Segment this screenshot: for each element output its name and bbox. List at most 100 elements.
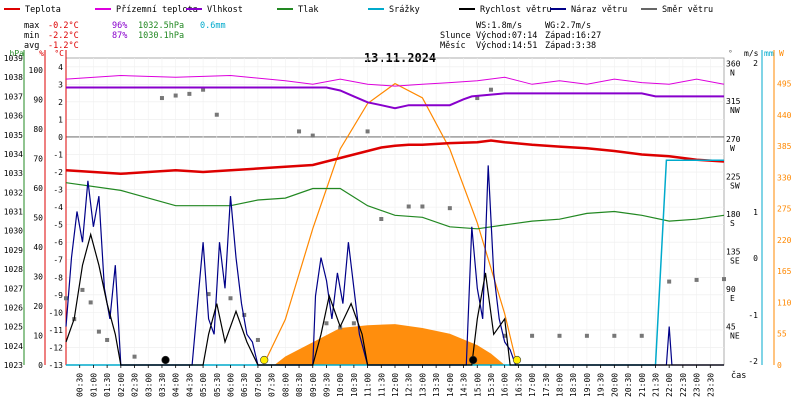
wm2-tick: 110 bbox=[777, 298, 792, 307]
x-tick-label: 09:00 bbox=[309, 373, 318, 397]
x-tick-label: 11:00 bbox=[364, 373, 373, 397]
x-tick-label: 23:00 bbox=[693, 373, 702, 397]
marker-moonrise bbox=[469, 355, 478, 365]
wind-direction-point bbox=[88, 300, 93, 305]
wm2-tick: 220 bbox=[777, 236, 792, 245]
wind-direction-point bbox=[159, 96, 164, 101]
x-tick-label: 16:00 bbox=[501, 373, 510, 397]
legend-label-5: Rychlost větru bbox=[480, 5, 552, 15]
wm2-tick: 275 bbox=[777, 205, 792, 214]
wind-direction-point bbox=[447, 206, 452, 211]
legend-label-4: Srážky bbox=[389, 5, 420, 15]
stat-avg-label: avg bbox=[24, 41, 39, 51]
x-tick-label: 02:00 bbox=[117, 373, 126, 397]
x-axis: 00:30 01:00 01:30 02:00 02:30 03:00 03:30 04:00… bbox=[76, 365, 715, 397]
wm2-tick: 440 bbox=[777, 111, 792, 120]
wind-direction-point bbox=[255, 337, 260, 342]
wind-direction-point bbox=[530, 333, 535, 338]
degc-axis-label: °C bbox=[54, 49, 64, 58]
x-tick-label: 10:30 bbox=[350, 373, 359, 397]
degc-tick: -13 bbox=[49, 361, 64, 370]
stat-ws: WS:1.8m/s bbox=[476, 21, 522, 31]
pct-tick: 0 bbox=[38, 361, 43, 370]
wind-direction-point bbox=[201, 87, 206, 92]
x-tick-label: 14:30 bbox=[460, 373, 469, 397]
hpa-tick: 1038 bbox=[4, 73, 23, 82]
legend-label-7: Směr větru bbox=[662, 5, 713, 15]
dir-compass-tick: SE bbox=[730, 256, 740, 265]
hpa-tick: 1036 bbox=[4, 112, 23, 121]
x-tick-label: 16:30 bbox=[514, 373, 523, 397]
legend-label-6: Náraz větru bbox=[571, 5, 627, 15]
stat-sunset: Západ:16:27 bbox=[545, 31, 601, 41]
pct-axis-label: % bbox=[39, 49, 44, 58]
wind-direction-point bbox=[96, 329, 101, 334]
wind-direction-point bbox=[324, 321, 329, 326]
pct-tick: 20 bbox=[33, 302, 43, 311]
degc-tick: -10 bbox=[49, 308, 64, 317]
degc-tick: 1 bbox=[58, 115, 63, 124]
hpa-tick: 1031 bbox=[4, 208, 23, 217]
dir-tick: 45 bbox=[726, 322, 736, 331]
wind-direction-point bbox=[406, 204, 411, 209]
hpa-axis-label: hPa bbox=[10, 49, 25, 58]
dir-compass-tick: NE bbox=[730, 331, 740, 340]
x-tick-label: 12:00 bbox=[391, 373, 400, 397]
stat-precip: 0.6mm bbox=[200, 21, 226, 31]
dir-compass-tick: NW bbox=[730, 106, 740, 115]
x-tick-label: 09:30 bbox=[322, 373, 331, 397]
dir-tick: 360 bbox=[726, 60, 741, 69]
ground-temperature-line bbox=[65, 74, 725, 87]
dir-compass-tick: S bbox=[730, 219, 735, 228]
wm2-tick: 165 bbox=[777, 267, 792, 276]
wm2-tick: 495 bbox=[777, 80, 792, 89]
stat-wg: WG:2.7m/s bbox=[545, 21, 591, 31]
hpa-tick: 1029 bbox=[4, 246, 23, 255]
degc-tick: -5 bbox=[53, 221, 63, 230]
stat-min-label: min bbox=[24, 31, 39, 41]
wind-direction-point bbox=[105, 337, 110, 342]
dir-axis-label: ° bbox=[728, 49, 733, 58]
x-tick-label: 01:30 bbox=[103, 373, 112, 397]
stats-panel: max min avg -0.2°C -2.2°C -1.2°C 96% 87%… bbox=[24, 21, 601, 51]
x-tick-label: 14:00 bbox=[446, 373, 455, 397]
stat-hum-max: 96% bbox=[112, 21, 127, 31]
wm2-tick: 55 bbox=[777, 330, 787, 339]
hpa-tick: 1025 bbox=[4, 323, 23, 332]
pct-tick: 40 bbox=[33, 243, 43, 252]
stat-moon-label: Měsíc bbox=[440, 41, 466, 51]
wind-direction-point bbox=[132, 354, 137, 359]
degc-tick: -11 bbox=[49, 326, 64, 335]
stat-max-label: max bbox=[24, 21, 39, 31]
wind-direction-point bbox=[310, 133, 315, 138]
marker-moonset bbox=[161, 355, 170, 365]
x-tick-label: 23:30 bbox=[706, 373, 715, 397]
hpa-tick: 1035 bbox=[4, 131, 23, 140]
ms-tick: -1 bbox=[748, 311, 758, 320]
x-tick-label: 15:30 bbox=[487, 373, 496, 397]
dir-tick: 270 bbox=[726, 135, 741, 144]
wind-direction-point bbox=[242, 312, 247, 317]
ms-tick: -2 bbox=[748, 357, 758, 366]
wind-direction-point bbox=[297, 129, 302, 134]
pressure-line bbox=[65, 182, 725, 230]
pct-tick: 90 bbox=[33, 95, 43, 104]
wm2-tick: 385 bbox=[777, 142, 792, 151]
hpa-tick: 1026 bbox=[4, 303, 23, 312]
hpa-tick: 1032 bbox=[4, 188, 23, 197]
degc-tick: 2 bbox=[58, 98, 63, 107]
stat-press-max: 1032.5hPa bbox=[138, 21, 184, 31]
x-tick-label: 21:00 bbox=[638, 373, 647, 397]
x-tick-label: 19:00 bbox=[583, 373, 592, 397]
pct-tick: 50 bbox=[33, 213, 43, 222]
degc-tick: -4 bbox=[53, 203, 63, 212]
wind-direction-point bbox=[667, 279, 672, 284]
x-tick-label: 19:30 bbox=[597, 373, 606, 397]
ms-tick: 0 bbox=[753, 254, 758, 263]
x-tick-label: 22:30 bbox=[679, 373, 688, 397]
legend: Teplota Přízemní teplota Vlhkost Tlak Srážky… bbox=[4, 5, 713, 15]
wind-direction-point bbox=[351, 321, 356, 326]
radiation-area bbox=[274, 324, 505, 365]
hpa-tick: 1024 bbox=[4, 342, 23, 351]
